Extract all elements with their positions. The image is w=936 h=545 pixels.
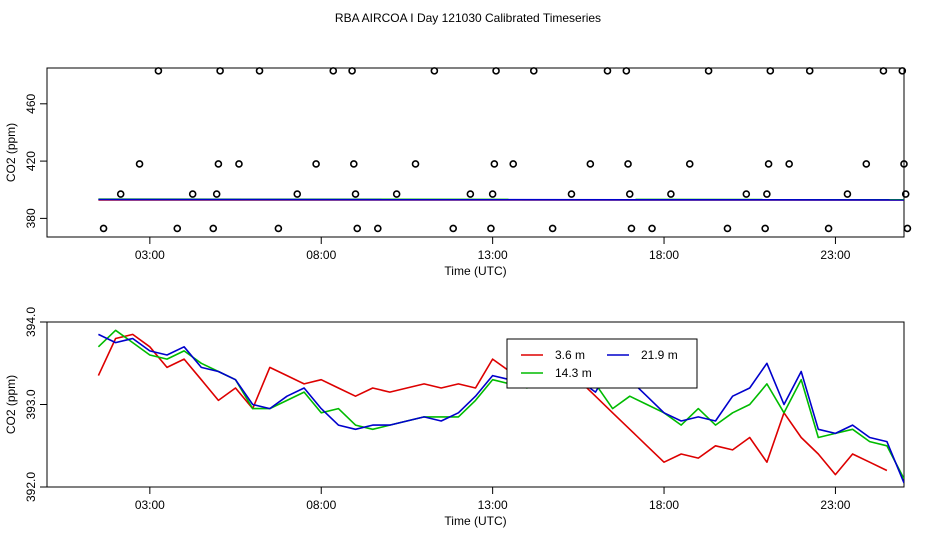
chart0-data-point [493, 68, 499, 74]
chart0-data-point [413, 161, 419, 167]
chart1-legend-label: 14.3 m [555, 366, 592, 380]
chart0-data-point [215, 161, 221, 167]
chart0-data-point [767, 68, 773, 74]
chart0-data-point [257, 68, 263, 74]
chart1-x-tick-label: 13:00 [478, 498, 508, 512]
panel-all-points: 03:00 08:00 13:00 18:00 23:00 380 420 460 Time (… [4, 68, 910, 278]
chart0-data-point [706, 68, 712, 74]
chart0-data-point [627, 191, 633, 197]
chart1-y-tick-label: 392.0 [24, 472, 38, 502]
chart0-data-point [724, 225, 730, 231]
chart0-data-point [687, 161, 693, 167]
chart0-data-point [844, 191, 850, 197]
chart1-x-tick-label: 23:00 [820, 498, 850, 512]
chart0-data-point [623, 68, 629, 74]
chart0-data-point [190, 191, 196, 197]
chart0-data-point [313, 161, 319, 167]
chart0-data-point [330, 68, 336, 74]
chart0-data-point [349, 68, 355, 74]
chart0-data-point [649, 225, 655, 231]
chart0-data-point [863, 161, 869, 167]
chart0-data-point [510, 161, 516, 167]
chart0-data-point [210, 225, 216, 231]
chart0-data-point [101, 225, 107, 231]
chart1-legend-label: 3.6 m [555, 348, 585, 362]
chart0-data-point [826, 225, 832, 231]
chart1-x-tick-label: 18:00 [649, 498, 679, 512]
chart0-data-point [490, 191, 496, 197]
chart0-data-point [491, 161, 497, 167]
chart0-data-point [668, 191, 674, 197]
chart1-plot-frame [47, 322, 904, 487]
chart0-data-point [488, 225, 494, 231]
chart0-x-tick-label: 13:00 [478, 248, 508, 262]
chart0-data-point [353, 191, 359, 197]
chart0-data-point [450, 225, 456, 231]
chart1-legend-frame [507, 339, 697, 388]
chart1-x-tick-label: 03:00 [135, 498, 165, 512]
chart0-data-point [214, 191, 220, 197]
chart0-data-point [904, 225, 910, 231]
chart0-x-tick-label: 23:00 [820, 248, 850, 262]
chart0-data-point [467, 191, 473, 197]
chart0-data-point [880, 68, 886, 74]
chart1-legend-label: 21.9 m [641, 348, 678, 362]
chart0-data-point [764, 191, 770, 197]
chart0-data-point [137, 161, 143, 167]
chart0-x-tick-label: 08:00 [306, 248, 336, 262]
chart1-x-axis-label: Time (UTC) [444, 514, 506, 528]
chart0-data-point [743, 191, 749, 197]
chart0-data-point [587, 161, 593, 167]
chart0-y-tick-label: 380 [24, 208, 38, 228]
chart0-data-point [217, 68, 223, 74]
chart1-y-tick-label: 394.0 [24, 307, 38, 337]
chart0-data-point [155, 68, 161, 74]
chart0-data-point [766, 161, 772, 167]
chart0-data-point [807, 68, 813, 74]
chart0-data-point [351, 161, 357, 167]
chart0-data-point [625, 161, 631, 167]
chart1-y-tick-label: 393.0 [24, 389, 38, 419]
chart0-data-point [786, 161, 792, 167]
figure-title: RBA AIRCOA I Day 121030 Calibrated Times… [335, 11, 601, 25]
chart0-data-point [568, 191, 574, 197]
chart0-data-point [174, 225, 180, 231]
chart0-data-point [550, 225, 556, 231]
chart1-series-3-6-m-line [98, 334, 887, 474]
chart0-data-point [531, 68, 537, 74]
chart0-data-point [236, 161, 242, 167]
chart0-data-point [604, 68, 610, 74]
chart0-data-point [394, 191, 400, 197]
chart0-data-point [431, 68, 437, 74]
chart0-plot-frame [47, 68, 904, 237]
chart0-data-point [294, 191, 300, 197]
chart0-x-tick-label: 18:00 [649, 248, 679, 262]
chart0-y-tick-label: 420 [24, 151, 38, 171]
chart0-data-point [275, 225, 281, 231]
chart0-data-point [628, 225, 634, 231]
chart0-y-axis-label: CO2 (ppm) [4, 123, 18, 182]
chart0-y-tick-label: 460 [24, 93, 38, 113]
chart0-data-point [118, 191, 124, 197]
chart0-data-point [354, 225, 360, 231]
panel-hourly-series: 03:00 08:00 13:00 18:00 23:00 392.0 393.0 394.0… [4, 307, 904, 528]
chart0-data-point [762, 225, 768, 231]
chart1-x-tick-label: 08:00 [306, 498, 336, 512]
chart0-x-axis-label: Time (UTC) [444, 264, 506, 278]
chart1-y-axis-label: CO2 (ppm) [4, 375, 18, 434]
chart1-legend: 3.6 m 21.9 m 14.3 m [507, 339, 697, 388]
chart1-series-21-9-m-line [98, 334, 904, 483]
chart0-x-tick-label: 03:00 [135, 248, 165, 262]
chart0-data-point [375, 225, 381, 231]
